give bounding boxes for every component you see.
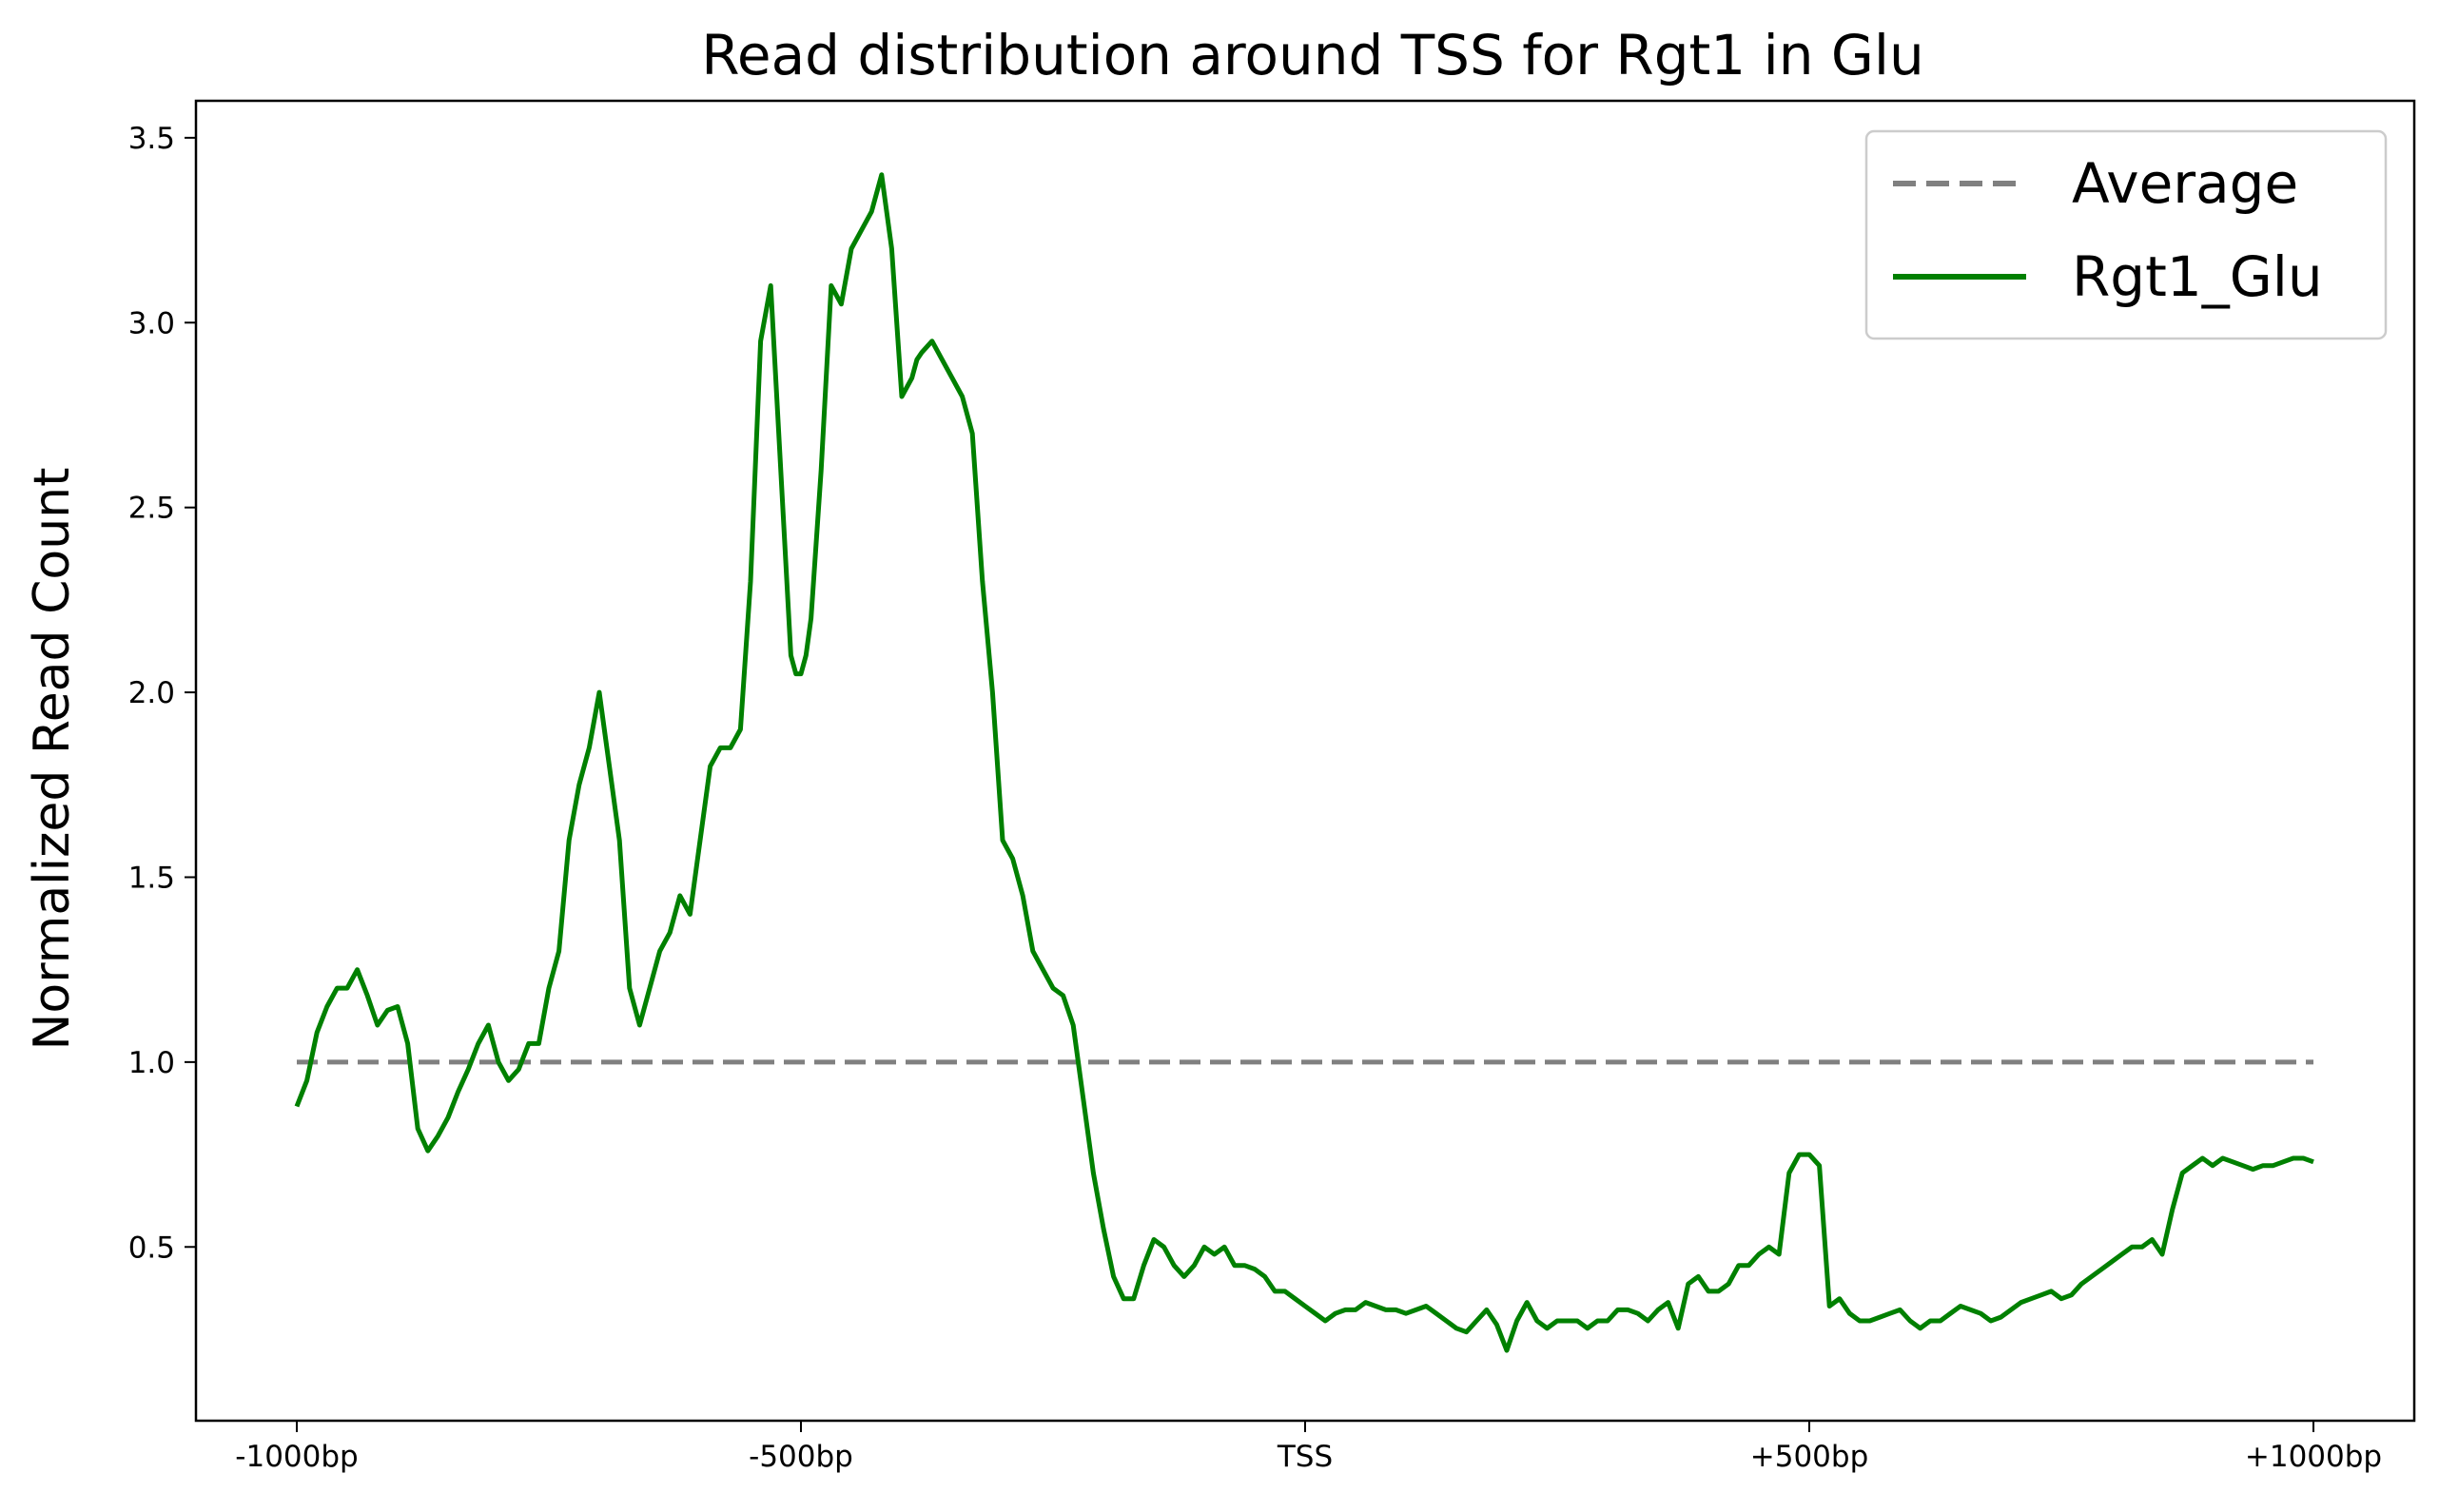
- x-tick-label: +1000bp: [2245, 1440, 2382, 1474]
- legend: Average Rgt1_Glu: [1864, 129, 2388, 340]
- series-line-rgt1-glu: [294, 172, 2314, 1353]
- x-tick-label: TSS: [1277, 1440, 1333, 1474]
- y-tick-label: 1.5: [128, 861, 175, 895]
- plot-frame: [194, 99, 2416, 1423]
- y-tick-label: 3.5: [128, 122, 175, 156]
- y-axis-label: Normalized Read Count: [24, 467, 81, 1050]
- x-tick-label: -500bp: [749, 1440, 853, 1474]
- chart-title: Read distribution around TSS for Rgt1 in…: [701, 23, 1924, 87]
- y-tick-label: 0.5: [128, 1231, 175, 1265]
- plot-area: -1000bp -500bp TSS +500bp +1000bp 0.5 1.0 1.5 2.…: [128, 122, 2382, 1474]
- y-tick-label: 2.5: [128, 492, 175, 526]
- x-tick-label: -1000bp: [235, 1440, 358, 1474]
- x-tick-label: +500bp: [1750, 1440, 1869, 1474]
- legend-label: Average: [2072, 151, 2298, 216]
- y-tick-label: 1.0: [128, 1046, 175, 1080]
- y-tick-label: 3.0: [128, 306, 175, 340]
- y-tick-label: 2.0: [128, 676, 175, 710]
- legend-label: Rgt1_Glu: [2072, 244, 2323, 309]
